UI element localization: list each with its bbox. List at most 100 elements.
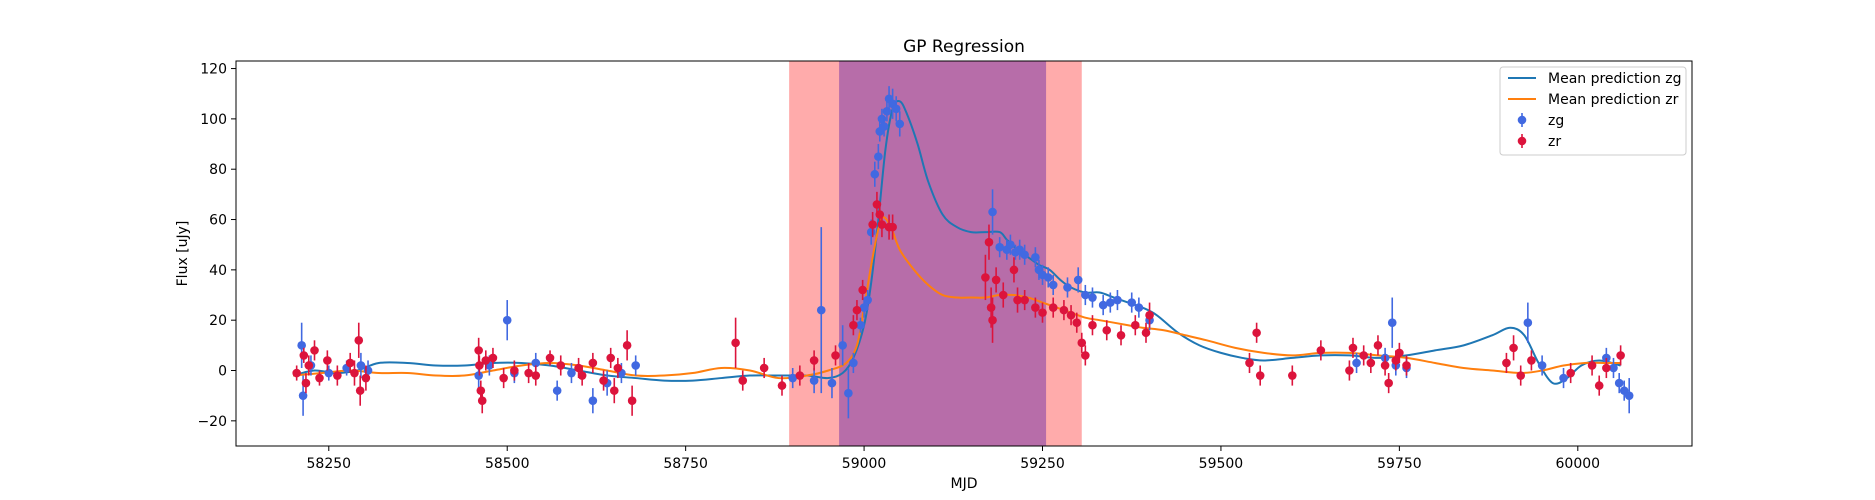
data-point-zg bbox=[1088, 293, 1097, 302]
data-point-zr bbox=[986, 303, 996, 312]
data-point-zr bbox=[292, 368, 301, 378]
data-point-zg bbox=[1006, 240, 1015, 249]
data-point-zr bbox=[888, 222, 897, 232]
data-point-zr bbox=[991, 275, 1001, 285]
y-axis-label: Flux [uJy] bbox=[175, 221, 191, 287]
data-point-zg bbox=[1081, 290, 1090, 300]
data-point-zr bbox=[310, 346, 319, 355]
data-point-zr bbox=[1391, 356, 1401, 365]
data-point-zr bbox=[574, 363, 583, 373]
data-point-zr bbox=[1402, 361, 1411, 370]
data-point-zr bbox=[1059, 305, 1069, 315]
legend-label: zr bbox=[1548, 134, 1561, 150]
x-tick-label: 59250 bbox=[1020, 456, 1065, 472]
x-axis-label: MJD bbox=[951, 476, 978, 492]
data-point-zr bbox=[1616, 351, 1625, 360]
legend-label: Mean prediction zr bbox=[1548, 92, 1679, 108]
data-point-zr bbox=[1587, 361, 1597, 370]
y-tick-label: 120 bbox=[200, 62, 227, 78]
data-point-zr bbox=[323, 356, 332, 365]
data-point-zg bbox=[1113, 295, 1122, 305]
data-point-zr bbox=[301, 378, 311, 388]
data-point-zr bbox=[299, 351, 309, 360]
data-point-zg bbox=[552, 386, 562, 395]
data-point-zr bbox=[852, 305, 862, 315]
data-point-zr bbox=[809, 356, 819, 365]
x-tick-label: 59500 bbox=[1199, 456, 1244, 472]
data-point-zr bbox=[627, 396, 637, 406]
mean-line-zr bbox=[293, 216, 1621, 380]
data-point-zg bbox=[1134, 303, 1144, 312]
data-point-zr bbox=[345, 358, 355, 368]
data-point-zr bbox=[1048, 303, 1058, 312]
observation-points bbox=[292, 86, 1634, 419]
data-point-zr bbox=[1072, 318, 1082, 327]
data-point-zg bbox=[879, 122, 889, 131]
data-point-zg bbox=[502, 315, 512, 325]
data-point-zr bbox=[988, 315, 997, 325]
data-point-zg bbox=[809, 376, 819, 385]
data-point-zr bbox=[1366, 358, 1376, 368]
data-point-zg bbox=[882, 107, 892, 116]
data-point-zr bbox=[1013, 295, 1022, 305]
data-point-zr bbox=[355, 386, 365, 395]
data-point-zg bbox=[297, 341, 306, 350]
data-point-zg bbox=[631, 361, 640, 370]
data-point-zr bbox=[477, 396, 487, 406]
data-point-zr bbox=[1031, 303, 1040, 312]
data-point-zg bbox=[1614, 378, 1624, 388]
shaded-regions bbox=[789, 61, 1082, 446]
data-point-zr bbox=[1288, 371, 1297, 380]
data-point-zg bbox=[863, 295, 872, 305]
data-point-zr bbox=[1502, 358, 1511, 368]
data-point-zr bbox=[361, 373, 371, 383]
data-point-zg bbox=[827, 378, 837, 388]
x-tick-label: 58500 bbox=[485, 456, 530, 472]
legend: Mean prediction zg Mean prediction zr zg zr bbox=[1499, 66, 1687, 156]
data-point-zg bbox=[891, 104, 901, 114]
data-point-zr bbox=[1509, 343, 1518, 353]
data-point-zr bbox=[1009, 265, 1019, 275]
y-axis-ticks: −20 0 20 40 60 80 100 120 bbox=[197, 62, 236, 430]
data-point-zr bbox=[315, 373, 324, 383]
data-point-zr bbox=[1255, 371, 1265, 380]
legend-box bbox=[1499, 66, 1687, 156]
data-point-zr bbox=[1348, 343, 1358, 353]
data-point-zg bbox=[844, 388, 853, 398]
data-point-zr bbox=[849, 320, 858, 330]
data-point-zg bbox=[816, 305, 826, 315]
data-point-zr bbox=[1380, 361, 1390, 370]
data-point-zg bbox=[1043, 273, 1053, 282]
data-point-zr bbox=[1566, 368, 1575, 378]
data-point-zr bbox=[1141, 328, 1151, 338]
data-point-zr bbox=[599, 376, 608, 385]
data-point-zr bbox=[858, 285, 867, 295]
data-point-zr bbox=[1081, 351, 1090, 360]
data-point-zr bbox=[1252, 328, 1261, 338]
y-tick-label: 0 bbox=[218, 364, 227, 380]
data-point-zg bbox=[838, 341, 847, 350]
data-point-zr bbox=[304, 361, 314, 370]
data-point-zr bbox=[981, 273, 990, 282]
data-point-zr bbox=[1088, 320, 1097, 330]
data-point-zr bbox=[875, 210, 885, 219]
data-point-zg bbox=[531, 358, 541, 368]
data-point-zr bbox=[877, 220, 887, 229]
data-point-zr bbox=[475, 361, 484, 370]
data-point-zr bbox=[1020, 295, 1029, 305]
data-point-zg bbox=[1523, 318, 1533, 327]
data-point-zg bbox=[895, 119, 905, 129]
legend-label: zg bbox=[1548, 113, 1564, 129]
data-point-zr bbox=[1373, 341, 1383, 350]
legend-label: Mean prediction zg bbox=[1548, 71, 1682, 87]
data-point-zr bbox=[868, 220, 877, 229]
data-point-zg bbox=[1387, 318, 1397, 327]
data-point-zg bbox=[1537, 361, 1547, 370]
y-tick-label: 60 bbox=[209, 213, 227, 229]
plot-frame bbox=[235, 60, 1693, 447]
x-tick-label: 59000 bbox=[842, 456, 887, 472]
data-point-zr bbox=[613, 363, 623, 373]
data-point-zr bbox=[1359, 351, 1368, 360]
data-point-zg bbox=[567, 368, 576, 378]
data-point-zr bbox=[476, 386, 486, 395]
